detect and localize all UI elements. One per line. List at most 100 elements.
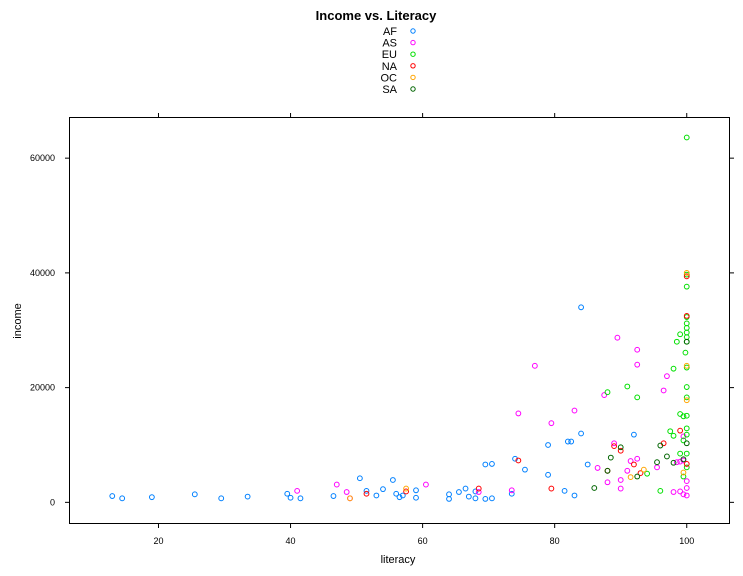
point-eu — [680, 473, 687, 480]
legend-label-eu: EU — [382, 49, 397, 61]
point-af — [297, 495, 304, 502]
plot-frame — [69, 117, 730, 524]
point-eu — [683, 450, 690, 457]
point-na — [403, 488, 410, 495]
point-af — [413, 494, 419, 501]
point-af — [508, 490, 515, 497]
point-sa — [664, 453, 670, 460]
point-oc — [627, 474, 634, 481]
point-eu — [667, 428, 674, 435]
legend-marker-na — [410, 63, 416, 69]
point-sa — [617, 444, 624, 451]
point-af — [393, 490, 400, 497]
point-af — [489, 461, 495, 467]
chart-title: Income vs. Literacy — [316, 8, 437, 23]
point-sa — [670, 459, 677, 466]
point-as — [683, 485, 690, 491]
point-as — [617, 485, 624, 492]
point-as — [673, 459, 680, 466]
point-eu — [624, 383, 631, 390]
legend-marker-as — [410, 39, 416, 46]
point-eu — [670, 365, 677, 372]
point-eu — [683, 134, 690, 141]
point-af — [578, 304, 584, 311]
point-af — [218, 495, 225, 502]
point-na — [363, 490, 370, 497]
point-af — [571, 492, 578, 499]
point-as — [627, 458, 634, 464]
point-af — [109, 493, 116, 499]
point-eu — [683, 464, 690, 471]
point-oc — [683, 269, 690, 276]
point-as — [531, 362, 538, 369]
x-tick-label: 80 — [550, 536, 560, 546]
point-as — [333, 481, 340, 488]
point-sa — [604, 467, 611, 474]
point-as — [683, 478, 690, 485]
point-af — [287, 494, 294, 501]
point-af — [482, 461, 489, 468]
point-eu — [683, 394, 690, 401]
point-eu — [683, 329, 690, 336]
point-as — [601, 392, 608, 398]
point-af — [568, 438, 575, 445]
point-af — [330, 493, 337, 499]
point-eu — [683, 271, 690, 278]
point-eu — [683, 384, 690, 390]
point-eu — [673, 338, 680, 345]
point-eu — [683, 334, 690, 341]
point-af — [389, 477, 396, 483]
point-eu — [680, 437, 687, 444]
y-tick-label: 0 — [50, 497, 55, 507]
point-af — [472, 495, 479, 502]
point-as — [624, 467, 631, 474]
point-na — [677, 427, 684, 434]
point-as — [634, 346, 641, 353]
point-eu — [683, 283, 690, 290]
point-af — [284, 490, 291, 497]
point-as — [611, 440, 618, 447]
point-na — [631, 461, 637, 468]
point-af — [462, 485, 469, 492]
point-eu — [683, 325, 690, 331]
point-af — [489, 495, 495, 502]
point-eu — [634, 394, 641, 401]
point-eu — [677, 331, 684, 338]
point-na — [475, 485, 482, 492]
point-eu — [683, 425, 690, 432]
point-eu — [657, 487, 664, 494]
legend-marker-oc — [410, 74, 416, 81]
point-as — [677, 488, 684, 495]
point-af — [148, 494, 155, 501]
point-af — [380, 486, 386, 493]
point-na — [617, 447, 624, 454]
point-af — [413, 487, 419, 494]
point-eu — [683, 320, 690, 327]
point-oc — [683, 397, 690, 404]
point-as — [660, 387, 667, 394]
point-af — [399, 492, 406, 499]
y-tick-label: 40000 — [30, 268, 55, 278]
point-as — [548, 420, 555, 427]
y-tick-label: 20000 — [30, 383, 55, 393]
legend-label-af: AF — [383, 26, 397, 38]
legend-marker-sa — [410, 86, 416, 92]
point-af — [446, 491, 452, 498]
legend-label-na: NA — [382, 61, 398, 73]
y-axis-label: income — [12, 303, 24, 338]
point-na — [683, 313, 690, 319]
point-oc — [347, 495, 353, 502]
point-as — [654, 464, 660, 471]
point-af — [191, 491, 198, 498]
point-af — [356, 475, 363, 482]
legend-marker-af — [410, 28, 416, 34]
legend-marker-eu — [410, 51, 416, 57]
point-as — [604, 479, 611, 486]
point-as — [680, 491, 687, 498]
point-eu — [683, 412, 690, 419]
data-points — [109, 134, 690, 502]
legend-label-oc: OC — [381, 72, 398, 84]
point-oc — [403, 485, 410, 492]
legend-label-as: AS — [382, 38, 397, 50]
point-af — [564, 438, 571, 445]
